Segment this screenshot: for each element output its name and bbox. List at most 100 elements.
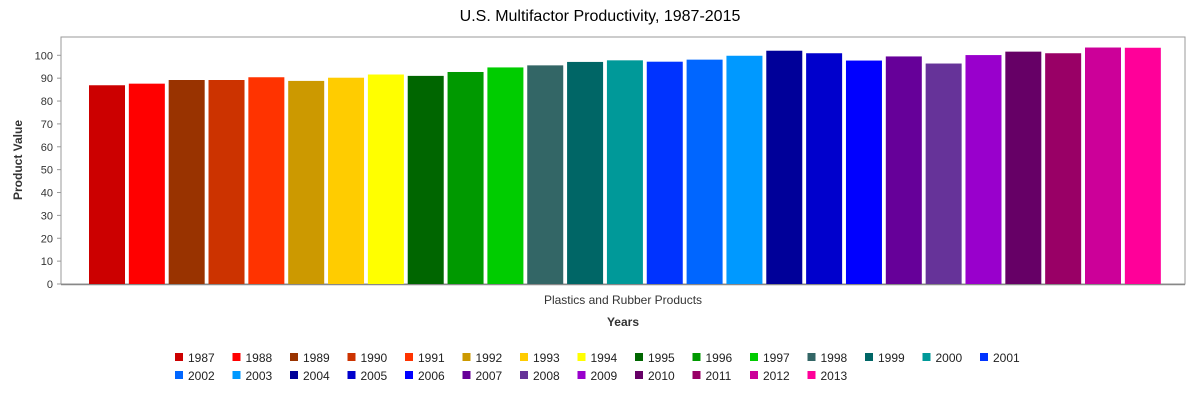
legend-swatch-2004 <box>290 371 298 379</box>
y-tick-label: 30 <box>41 210 53 222</box>
bar-1993[interactable] <box>328 77 365 285</box>
legend-swatch-2010 <box>635 371 643 379</box>
y-tick-label: 100 <box>35 50 53 62</box>
legend-label-1998: 1998 <box>821 351 848 365</box>
legend-label-2000: 2000 <box>936 351 963 365</box>
legend-swatch-2012 <box>750 371 758 379</box>
bar-1995[interactable] <box>407 75 444 284</box>
legend-swatch-1988 <box>232 353 241 361</box>
bar-2002[interactable] <box>686 59 723 284</box>
legend-swatch-2013 <box>807 371 816 379</box>
legend-swatch-2005 <box>347 371 356 379</box>
bar-2010[interactable] <box>1005 51 1042 284</box>
legend: 1987 1988 1989 1990 1991 1992 1993 1994 1995 1996… <box>175 351 1020 383</box>
legend-label-2011: 2011 <box>706 369 732 383</box>
legend-label-2004: 2004 <box>303 369 330 383</box>
bar-1987[interactable] <box>89 85 125 284</box>
legend-swatch-2000 <box>922 353 931 361</box>
chart-title: U.S. Multifactor Productivity, 1987-2015 <box>460 8 741 25</box>
y-tick-label: 20 <box>41 233 53 245</box>
legend-swatch-2002 <box>175 371 183 379</box>
legend-swatch-1990 <box>347 353 356 361</box>
y-tick-label: 60 <box>41 142 53 154</box>
legend-swatch-1987 <box>175 353 183 361</box>
legend-label-1988: 1988 <box>246 351 273 365</box>
bar-2005[interactable] <box>806 53 843 284</box>
x-category-label: Plastics and Rubber Products <box>544 293 702 307</box>
bar-1996[interactable] <box>447 71 484 285</box>
legend-label-2001: 2001 <box>993 351 1020 365</box>
legend-swatch-2009 <box>577 371 586 379</box>
legend-label-1999: 1999 <box>878 351 905 365</box>
legend-label-1995: 1995 <box>648 351 675 365</box>
legend-swatch-1991 <box>405 353 413 361</box>
legend-label-1997: 1997 <box>763 351 790 365</box>
bar-2007[interactable] <box>885 56 922 284</box>
bar-2013[interactable] <box>1124 47 1161 284</box>
legend-swatch-1996 <box>692 353 701 361</box>
bar-1994[interactable] <box>367 74 404 284</box>
legend-swatch-1999 <box>865 353 873 361</box>
legend-swatch-2011 <box>692 371 701 379</box>
legend-swatch-2003 <box>232 371 241 379</box>
legend-label-1994: 1994 <box>591 351 618 365</box>
legend-label-1992: 1992 <box>476 351 503 365</box>
bar-1990[interactable] <box>208 80 245 284</box>
y-tick-label: 80 <box>41 96 53 108</box>
y-tick-label: 0 <box>47 279 53 291</box>
y-tick-label: 50 <box>41 165 53 177</box>
legend-swatch-1992 <box>462 353 471 361</box>
legend-label-2006: 2006 <box>418 369 445 383</box>
legend-label-2003: 2003 <box>246 369 273 383</box>
legend-label-2008: 2008 <box>533 369 560 383</box>
y-tick-label: 40 <box>41 188 53 200</box>
legend-swatch-2007 <box>462 371 471 379</box>
legend-label-2009: 2009 <box>591 369 618 383</box>
legend-swatch-1997 <box>750 353 758 361</box>
bar-2012[interactable] <box>1085 47 1121 284</box>
legend-label-2005: 2005 <box>361 369 388 383</box>
legend-label-2002: 2002 <box>188 369 215 383</box>
bars <box>89 47 1161 285</box>
bar-1998[interactable] <box>527 65 564 284</box>
legend-swatch-1995 <box>635 353 643 361</box>
legend-swatch-1998 <box>807 353 816 361</box>
bar-1997[interactable] <box>487 67 524 284</box>
bar-2003[interactable] <box>726 55 763 284</box>
bar-1992[interactable] <box>288 80 325 284</box>
legend-label-2010: 2010 <box>648 369 675 383</box>
x-axis-title: Years <box>607 315 639 329</box>
y-tick-label: 90 <box>41 73 53 85</box>
legend-swatch-2006 <box>405 371 413 379</box>
bar-1991[interactable] <box>248 77 285 284</box>
legend-swatch-1993 <box>520 353 528 361</box>
bar-2000[interactable] <box>606 60 643 284</box>
legend-swatch-2008 <box>520 371 528 379</box>
bar-2011[interactable] <box>1045 53 1082 284</box>
legend-label-1987: 1987 <box>188 351 215 365</box>
y-tick-label: 70 <box>41 119 53 131</box>
bar-1989[interactable] <box>168 80 205 284</box>
y-axis-title: Product Value <box>11 120 25 200</box>
legend-swatch-2001 <box>980 353 988 361</box>
legend-label-2007: 2007 <box>476 369 503 383</box>
legend-label-1990: 1990 <box>361 351 388 365</box>
bar-1988[interactable] <box>128 83 165 284</box>
legend-swatch-1994 <box>577 353 586 361</box>
bar-2009[interactable] <box>965 55 1002 284</box>
legend-label-1993: 1993 <box>533 351 560 365</box>
bar-2001[interactable] <box>646 61 683 285</box>
bar-2008[interactable] <box>925 63 962 284</box>
bar-1999[interactable] <box>567 61 604 285</box>
bar-2006[interactable] <box>845 60 882 285</box>
y-tick-label: 10 <box>41 256 53 268</box>
legend-label-2012: 2012 <box>763 369 790 383</box>
bar-2004[interactable] <box>766 50 803 284</box>
legend-label-1996: 1996 <box>706 351 733 365</box>
legend-label-1989: 1989 <box>303 351 330 365</box>
legend-label-1991: 1991 <box>418 351 445 365</box>
legend-swatch-1989 <box>290 353 298 361</box>
legend-label-2013: 2013 <box>821 369 848 383</box>
